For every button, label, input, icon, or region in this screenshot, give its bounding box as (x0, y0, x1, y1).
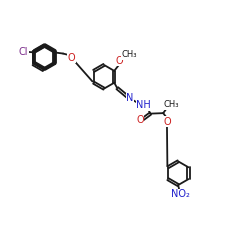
Text: O: O (136, 115, 144, 125)
Text: N: N (126, 93, 134, 103)
Text: CH₃: CH₃ (121, 50, 137, 59)
Text: CH₃: CH₃ (163, 100, 179, 110)
Text: NH: NH (136, 100, 151, 110)
Text: O: O (116, 56, 124, 66)
Text: O: O (68, 53, 76, 63)
Text: Cl: Cl (19, 47, 28, 57)
Text: O: O (163, 117, 171, 127)
Text: NO₂: NO₂ (171, 190, 190, 200)
